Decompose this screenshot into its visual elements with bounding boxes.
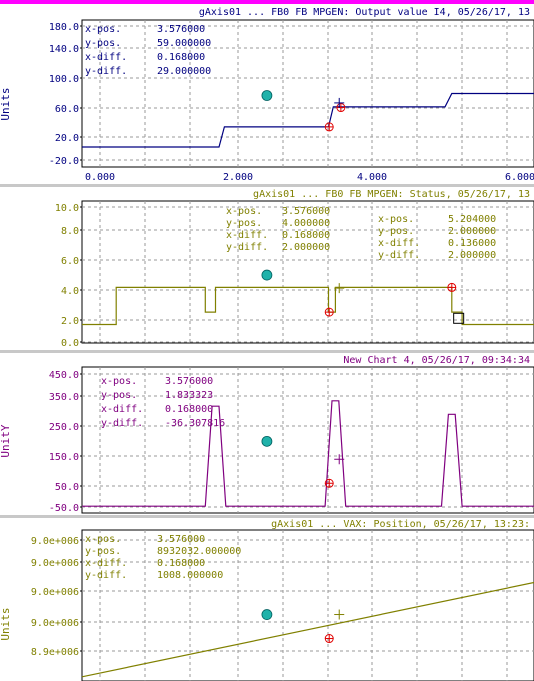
y-tick-label: 9.0e+006 (31, 587, 79, 598)
cursor-readout-value: 29.000000 (157, 66, 211, 77)
y-tick-label: 50.0 (55, 482, 79, 493)
cursor-readout-2-value: 2.000000 (448, 226, 496, 237)
cursor-readout-label: y-diff. (101, 418, 143, 429)
plot-area[interactable] (81, 529, 534, 681)
cursor-readout-label: y-diff. (226, 242, 268, 253)
y-tick-label: 9.0e+006 (31, 558, 79, 569)
panel-separator[interactable] (0, 350, 534, 353)
y-axis-title: UnitY (0, 424, 12, 457)
data-point-dot[interactable] (261, 435, 273, 447)
cursor-readout-value: 0.168000 (165, 404, 213, 415)
y-tick-label: 8.0 (61, 226, 79, 237)
y-tick-label: 180.0 (49, 22, 79, 33)
cursor-readout-value: 4.000000 (282, 218, 330, 229)
series-line (82, 92, 534, 148)
cursor-readout-label: x-pos. (226, 206, 262, 217)
plot-area[interactable] (81, 200, 534, 344)
cursor-readout-label: x-diff. (101, 404, 143, 415)
x-tick-label: 2.000 (223, 172, 253, 183)
cursor-readout-label: x-pos. (85, 534, 121, 545)
cursor-readout-label: y-pos. (226, 218, 262, 229)
cursor-readout-value: 1008.000000 (157, 570, 223, 581)
y-tick-label: 9.0e+006 (31, 618, 79, 629)
y-tick-label: 9.0e+006 (31, 536, 79, 547)
y-tick-label: -50.0 (49, 503, 79, 514)
cursor-readout-value: 0.168000 (157, 558, 205, 569)
y-tick-label: 150.0 (49, 452, 79, 463)
chart-panel-output-value[interactable]: gAxis01 ... FB0 FB MPGEN: Output value I… (0, 4, 534, 184)
y-tick-label: 450.0 (49, 370, 79, 381)
window-top-bar (0, 0, 534, 4)
y-tick-label: 140.0 (49, 44, 79, 55)
chart-panel-vax-position[interactable]: gAxis01 ... VAX: Position, 05/26/17, 13:… (0, 518, 534, 681)
cursor-readout-label: x-diff. (85, 558, 127, 569)
data-point-dot[interactable] (261, 90, 273, 101)
series-line (82, 400, 534, 507)
chart-1[interactable]: gAxis01 ... FB0 FB MPGEN: Output value I… (0, 4, 534, 184)
cursor-readout-label: y-pos. (85, 38, 121, 49)
y-tick-label: 2.0 (61, 316, 79, 327)
cursor-readout-label: x-pos. (85, 24, 121, 35)
x-tick-label: 0.000 (85, 172, 115, 183)
cursor-readout-label: y-diff. (85, 570, 127, 581)
cursor-readout-value: 59.000000 (157, 38, 211, 49)
square-marker[interactable] (453, 312, 465, 324)
cursor-readout-2-label: y-pos. (378, 226, 414, 237)
y-axis-title: Units (0, 87, 12, 120)
series-line (81, 581, 534, 678)
cursor-readout-2-label: x-pos. (378, 214, 414, 225)
y-tick-label: 100.0 (49, 74, 79, 85)
chart-title: gAxis01 ... FB0 FB MPGEN: Status, 05/26/… (253, 189, 530, 200)
data-point-dot[interactable] (261, 269, 273, 281)
y-tick-label: 8.9e+006 (31, 647, 79, 658)
chart-2[interactable]: gAxis01 ... FB0 FB MPGEN: Status, 05/26/… (0, 187, 534, 350)
panel-separator[interactable] (0, 515, 534, 518)
cursor-readout-value: 3.576000 (165, 376, 213, 387)
y-tick-label: 0.0 (61, 338, 79, 349)
cursor-readout-value: 0.168000 (157, 52, 205, 63)
cursor-readout-value: 8932032.000000 (157, 546, 241, 557)
cursor-readout-2-value: 5.204000 (448, 214, 496, 225)
y-tick-label: 250.0 (49, 422, 79, 433)
cursor-readout-value: -36.307816 (165, 418, 225, 429)
cursor-readout-2-value: 2.000000 (448, 250, 496, 261)
cursor-readout-2-value: 0.136000 (448, 238, 496, 249)
y-tick-label: 20.0 (55, 133, 79, 144)
chart-title: gAxis01 ... FB0 FB MPGEN: Output value I… (199, 7, 530, 18)
chart-panel-new-chart-4[interactable]: New Chart 4, 05/26/17, 09:34:34 450.0 350.… (0, 353, 534, 515)
cursor-readout-value: 2.000000 (282, 242, 330, 253)
cursor-readout-value: 3.576000 (157, 24, 205, 35)
cursor-readout-label: y-diff. (85, 66, 127, 77)
chart-4[interactable]: gAxis01 ... VAX: Position, 05/26/17, 13:… (0, 518, 534, 681)
series-line (82, 286, 534, 326)
x-tick-label: 4.000 (357, 172, 387, 183)
cursor-readout-value: 3.576000 (157, 534, 205, 545)
plot-area[interactable] (81, 366, 534, 514)
cursor-readout-value: 1.833323 (165, 390, 213, 401)
y-axis-title: Units (0, 607, 12, 640)
cursor-readout-2-label: x-diff. (378, 238, 420, 249)
cursor-readout-value: 3.576000 (282, 206, 330, 217)
cursor-readout-2-label: y-diff. (378, 250, 420, 261)
cursor-readout-label: y-pos. (101, 390, 137, 401)
y-tick-label: 10.0 (55, 203, 79, 214)
y-tick-label: 350.0 (49, 392, 79, 403)
panel-separator[interactable] (0, 184, 534, 187)
cursor-readout-label: x-pos. (101, 376, 137, 387)
plot-area[interactable] (81, 19, 534, 168)
y-tick-label: -20.0 (49, 156, 79, 167)
y-tick-label: 4.0 (61, 286, 79, 297)
chart-panel-status[interactable]: gAxis01 ... FB0 FB MPGEN: Status, 05/26/… (0, 187, 534, 350)
y-tick-label: 6.0 (61, 256, 79, 267)
chart-title: New Chart 4, 05/26/17, 09:34:34 (343, 355, 530, 366)
chart-3[interactable]: New Chart 4, 05/26/17, 09:34:34 450.0 350.… (0, 353, 534, 515)
data-point-dot[interactable] (261, 609, 273, 620)
chart-title: gAxis01 ... VAX: Position, 05/26/17, 13:… (271, 519, 530, 530)
cursor-readout-label: x-diff. (85, 52, 127, 63)
x-tick-label: 6.000 (505, 172, 534, 183)
y-tick-label: 60.0 (55, 104, 79, 115)
cursor-readout-label: y-pos. (85, 546, 121, 557)
cursor-readout-value: 0.168000 (282, 230, 330, 241)
cursor-readout-label: x-diff. (226, 230, 268, 241)
